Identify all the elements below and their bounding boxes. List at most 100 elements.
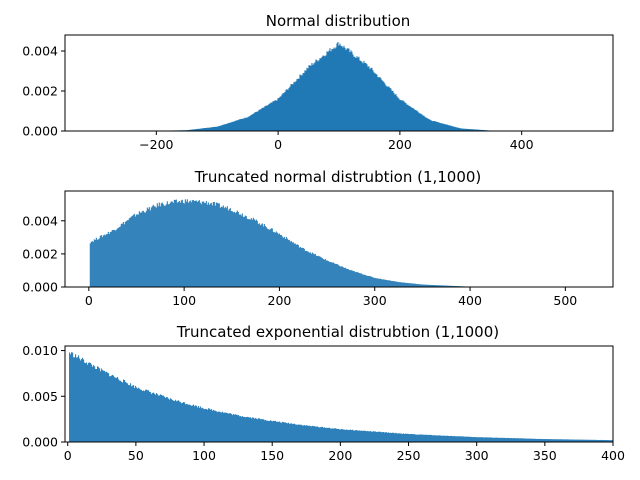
histogram-bar: [328, 50, 330, 131]
histogram-bar: [352, 429, 354, 442]
histogram-bar: [267, 105, 269, 131]
histogram-bar: [339, 429, 341, 442]
histogram-bar: [237, 120, 239, 131]
histogram-bar: [266, 228, 268, 287]
histogram-bar: [400, 100, 402, 131]
histogram-bar: [69, 352, 71, 442]
histogram-bar: [295, 424, 297, 442]
histogram-bar: [403, 282, 405, 287]
histogram-bar: [163, 205, 165, 287]
histogram-bar: [133, 385, 135, 442]
histogram-bar: [327, 51, 329, 131]
histogram-bar: [300, 247, 302, 287]
histogram-bar: [159, 395, 161, 442]
histogram-bar: [340, 266, 342, 287]
histogram-bar: [301, 247, 303, 287]
histogram-bar: [424, 434, 426, 442]
histogram-bar: [285, 236, 287, 287]
histogram-bar: [274, 100, 276, 131]
histogram-bar: [241, 118, 243, 131]
histogram-bar: [193, 404, 195, 442]
histogram-bar: [265, 105, 267, 131]
histogram-bar: [231, 121, 233, 131]
histogram-bar: [469, 129, 471, 131]
histogram-bar: [267, 229, 269, 287]
histogram-bar: [578, 439, 580, 442]
histogram-bar: [189, 129, 191, 131]
histogram-bar: [522, 438, 524, 442]
histogram-bar: [150, 392, 152, 442]
histogram-bar: [244, 215, 246, 287]
histogram-bar: [288, 239, 290, 287]
histogram-bar: [163, 395, 165, 442]
histogram-bar: [279, 96, 281, 131]
histogram-bar: [434, 435, 436, 442]
histogram-bar: [504, 437, 506, 442]
histogram-bar: [206, 204, 208, 287]
histogram-bar: [186, 403, 188, 442]
histogram-bar: [372, 431, 374, 442]
histogram-bar: [379, 77, 381, 131]
histogram-bar: [335, 428, 337, 442]
histogram-bar: [524, 438, 526, 442]
histogram-bar: [218, 411, 220, 442]
histogram-bar: [385, 432, 387, 442]
histogram-bar: [237, 212, 239, 287]
histogram-bar: [230, 211, 232, 287]
histogram-bar: [242, 416, 244, 442]
histogram-bar: [340, 429, 342, 442]
histogram-bar: [245, 117, 247, 131]
histogram-bar: [447, 435, 449, 442]
histogram-bar: [358, 272, 360, 287]
x-tick-label: 250: [397, 448, 421, 463]
histogram-bar: [153, 206, 155, 287]
histogram-bar: [231, 413, 233, 442]
histogram-bar: [198, 200, 200, 287]
histogram-bar: [211, 205, 213, 287]
histogram-bar: [549, 439, 551, 442]
histogram-bar: [426, 284, 428, 287]
histogram-bar: [300, 74, 302, 131]
histogram-bar: [251, 418, 253, 442]
histogram-bar: [177, 201, 179, 287]
histogram-bar: [149, 391, 151, 442]
histogram-bar: [217, 126, 219, 131]
histogram-bar: [439, 285, 441, 287]
histogram-bar: [369, 431, 371, 442]
histogram-bar: [217, 203, 219, 287]
histogram-bar: [406, 433, 408, 442]
histogram-bar: [262, 107, 264, 131]
histogram-bar: [440, 285, 442, 287]
histogram-bar: [238, 415, 240, 442]
histogram-bar: [292, 424, 294, 442]
histogram-bar: [200, 128, 202, 131]
histogram-bar: [194, 129, 196, 131]
histogram-bar: [392, 432, 394, 442]
histogram-bar: [455, 127, 457, 131]
histogram-bar: [292, 84, 294, 131]
histogram-bar: [325, 55, 327, 132]
histogram-bar: [227, 210, 229, 287]
histogram-bar: [422, 115, 424, 131]
histogram-bar: [485, 437, 487, 442]
histogram-bar: [357, 430, 359, 442]
histogram-bar: [386, 432, 388, 442]
histogram-bar: [374, 73, 376, 131]
histogram-bar: [112, 229, 114, 287]
histogram-bar: [336, 428, 338, 442]
histogram-bar: [202, 128, 204, 131]
histogram-bar: [169, 399, 171, 442]
histogram-bar: [152, 204, 154, 287]
histogram-bar: [314, 253, 316, 287]
histogram-bar: [420, 434, 422, 442]
histogram-bar: [533, 438, 535, 442]
histogram-bar: [593, 439, 595, 442]
histogram-bar: [188, 404, 190, 442]
histogram-bar: [260, 109, 262, 131]
histogram-bar: [173, 400, 175, 442]
histogram-bar: [482, 437, 484, 442]
histogram-bar: [493, 437, 495, 442]
histogram-bar: [223, 412, 225, 442]
histogram-bar: [188, 201, 190, 287]
histogram-bar: [295, 244, 297, 287]
